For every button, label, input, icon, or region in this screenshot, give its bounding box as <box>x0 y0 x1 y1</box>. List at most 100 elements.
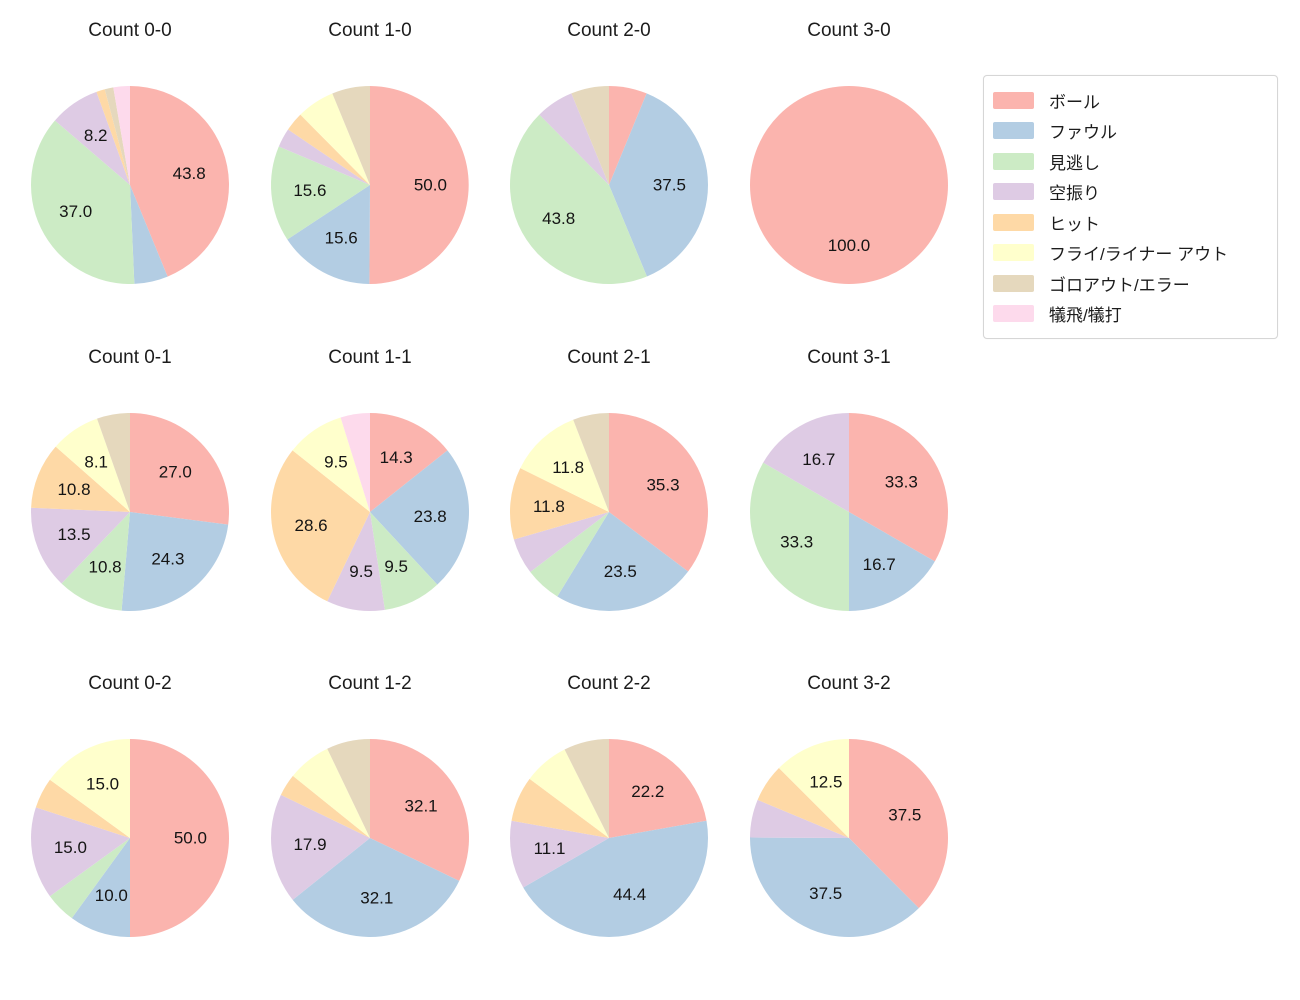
chart-count-1-1: Count 1-1 14.3 23.8 9.5 9.5 28.6 9.5 <box>250 337 490 622</box>
chart-count-3-2: Count 3-2 37.5 37.5 12.5 <box>729 663 969 948</box>
pie-percent-label: 37.5 <box>888 806 921 825</box>
pie-count-3-1: 33.3 16.7 33.3 16.7 <box>749 412 948 611</box>
legend-swatch <box>993 213 1034 231</box>
legend-item-fly-liner-out: フライ/ライナー アウト <box>993 238 1265 269</box>
pie-percent-label: 12.5 <box>809 773 842 792</box>
pie-count-3-2: 37.5 37.5 12.5 <box>749 739 948 938</box>
chart-title: Count 3-2 <box>807 673 890 694</box>
chart-count-3-1: Count 3-1 33.3 16.7 33.3 16.7 <box>729 337 969 622</box>
pie-percent-label: 27.0 <box>159 462 192 481</box>
pie-count-1-0: 50.0 15.6 15.6 <box>270 86 469 285</box>
pie-percent-label: 16.7 <box>862 554 895 573</box>
chart-title: Count 0-0 <box>88 20 171 41</box>
legend-label: 見逃し <box>1049 153 1100 173</box>
chart-count-0-1: Count 0-1 27.0 24.3 10.8 13.5 10.8 8.1 <box>10 337 250 622</box>
legend-label: ヒット <box>1049 214 1100 234</box>
legend-swatch <box>993 152 1034 170</box>
chart-count-2-1: Count 2-1 35.3 23.5 11.8 11.8 <box>489 337 729 622</box>
legend-item-hit: ヒット <box>993 207 1265 238</box>
pie-percent-label: 16.7 <box>802 450 835 469</box>
pie-chart-count-3-2: Count 3-2 37.5 37.5 12.5 <box>749 673 948 938</box>
pie-percent-label: 15.6 <box>324 229 357 248</box>
pie-percent-label: 37.5 <box>809 884 842 903</box>
pie-chart-count-0-1: Count 0-1 27.0 24.3 10.8 13.5 10.8 8.1 <box>31 347 230 611</box>
pie-percent-label: 43.8 <box>542 209 575 228</box>
pie-count-0-2: 50.0 10.0 15.0 15.0 <box>31 739 229 937</box>
legend-swatch <box>993 91 1034 109</box>
chart-count-1-2: Count 1-2 32.1 32.1 17.9 <box>250 663 490 948</box>
pie-percent-label: 11.8 <box>533 497 565 516</box>
chart-count-0-0: Count 0-0 43.8 37.0 8.2 <box>10 10 250 295</box>
legend-item-sacrifice: 犠飛/犠打 <box>993 299 1265 330</box>
pie-percent-label: 32.1 <box>360 889 393 908</box>
pie-percent-label: 24.3 <box>151 549 184 568</box>
pie-percent-label: 9.5 <box>384 556 408 575</box>
pie-chart-count-0-2: Count 0-2 50.0 10.0 15.0 15.0 <box>31 673 229 937</box>
pie-percent-label: 15.0 <box>54 838 87 857</box>
legend-item-ball: ボール <box>993 85 1265 116</box>
pie-percent-label: 15.0 <box>86 775 119 794</box>
pie-chart-count-1-1: Count 1-1 14.3 23.8 9.5 9.5 28.6 9.5 <box>270 347 469 611</box>
chart-title: Count 2-0 <box>567 20 650 41</box>
chart-count-3-0: Count 3-0 100.0 <box>729 10 969 295</box>
pie-count-2-1: 35.3 23.5 11.8 11.8 <box>510 412 708 611</box>
chart-title: Count 0-1 <box>88 347 171 368</box>
pie-count-0-1: 27.0 24.3 10.8 13.5 10.8 8.1 <box>31 412 230 611</box>
legend-swatch <box>993 274 1034 292</box>
chart-title: Count 2-2 <box>567 673 650 694</box>
chart-title: Count 1-1 <box>328 347 411 368</box>
pie-percent-label: 37.5 <box>653 175 686 194</box>
pie-count-2-2: 22.2 44.4 11.1 <box>509 739 709 938</box>
pie-count-3-0: 100.0 <box>749 86 948 284</box>
pie-percent-label: 50.0 <box>413 176 446 195</box>
legend-item-swinging-strike: 空振り <box>993 177 1265 208</box>
pie-percent-label: 35.3 <box>646 475 679 494</box>
legend-swatch <box>993 122 1034 140</box>
pie-percent-label: 33.3 <box>884 472 917 491</box>
legend: ボール ファウル 見逃し 空振り ヒット フライ/ライナー アウト ゴロアウト/… <box>983 75 1278 339</box>
pie-percent-label: 23.8 <box>413 507 446 526</box>
pie-percent-label: 8.2 <box>84 126 108 145</box>
legend-label: ボール <box>1049 92 1100 112</box>
pie-chart-count-1-0: Count 1-0 50.0 15.6 15.6 <box>270 20 469 285</box>
pie-percent-label: 9.5 <box>324 452 348 471</box>
pie-percent-label: 43.8 <box>173 164 206 183</box>
pie-chart-count-1-2: Count 1-2 32.1 32.1 17.9 <box>270 673 469 937</box>
pie-percent-label: 17.9 <box>293 835 326 854</box>
pie-percent-label: 44.4 <box>613 885 646 904</box>
pie-percent-label: 37.0 <box>59 202 92 221</box>
pie-count-0-0: 43.8 37.0 8.2 <box>31 86 229 284</box>
pie-chart-count-2-0: Count 2-0 37.5 43.8 <box>509 20 709 285</box>
pie-percent-label: 23.5 <box>604 561 637 580</box>
chart-title: Count 1-0 <box>328 20 411 41</box>
chart-title: Count 0-2 <box>88 673 171 694</box>
legend-item-foul: ファウル <box>993 116 1265 147</box>
pie-percent-label: 100.0 <box>827 236 870 255</box>
pie-chart-count-3-0: Count 3-0 100.0 <box>749 20 948 284</box>
pie-percent-label: 9.5 <box>349 562 373 581</box>
chart-count-2-2: Count 2-2 22.2 44.4 11.1 <box>489 663 729 948</box>
pie-percent-label: 33.3 <box>780 532 813 551</box>
pie-percent-label: 11.1 <box>534 839 566 858</box>
legend-label: ファウル <box>1049 123 1117 143</box>
pie-percent-label: 11.8 <box>552 457 584 476</box>
chart-count-1-0: Count 1-0 50.0 15.6 15.6 <box>250 10 490 295</box>
pie-percent-label: 13.5 <box>57 525 90 544</box>
pie-percent-label: 14.3 <box>379 448 412 467</box>
chart-title: Count 3-0 <box>807 20 890 41</box>
legend-label: 空振り <box>1049 184 1100 204</box>
pie-percent-label: 10.8 <box>89 557 122 576</box>
pie-percent-label: 8.1 <box>84 452 108 471</box>
pie-percent-label: 22.2 <box>631 782 664 801</box>
chart-title: Count 3-1 <box>807 347 890 368</box>
legend-swatch <box>993 183 1034 201</box>
legend-label: 犠飛/犠打 <box>1049 306 1122 326</box>
pie-percent-label: 15.6 <box>293 181 326 200</box>
chart-title: Count 2-1 <box>567 347 650 368</box>
pie-count-2-0: 37.5 43.8 <box>509 86 709 285</box>
pie-percent-label: 10.0 <box>95 886 128 905</box>
chart-title: Count 1-2 <box>328 673 411 694</box>
pie-chart-count-2-1: Count 2-1 35.3 23.5 11.8 11.8 <box>510 347 708 611</box>
pie-percent-label: 28.6 <box>294 516 327 535</box>
